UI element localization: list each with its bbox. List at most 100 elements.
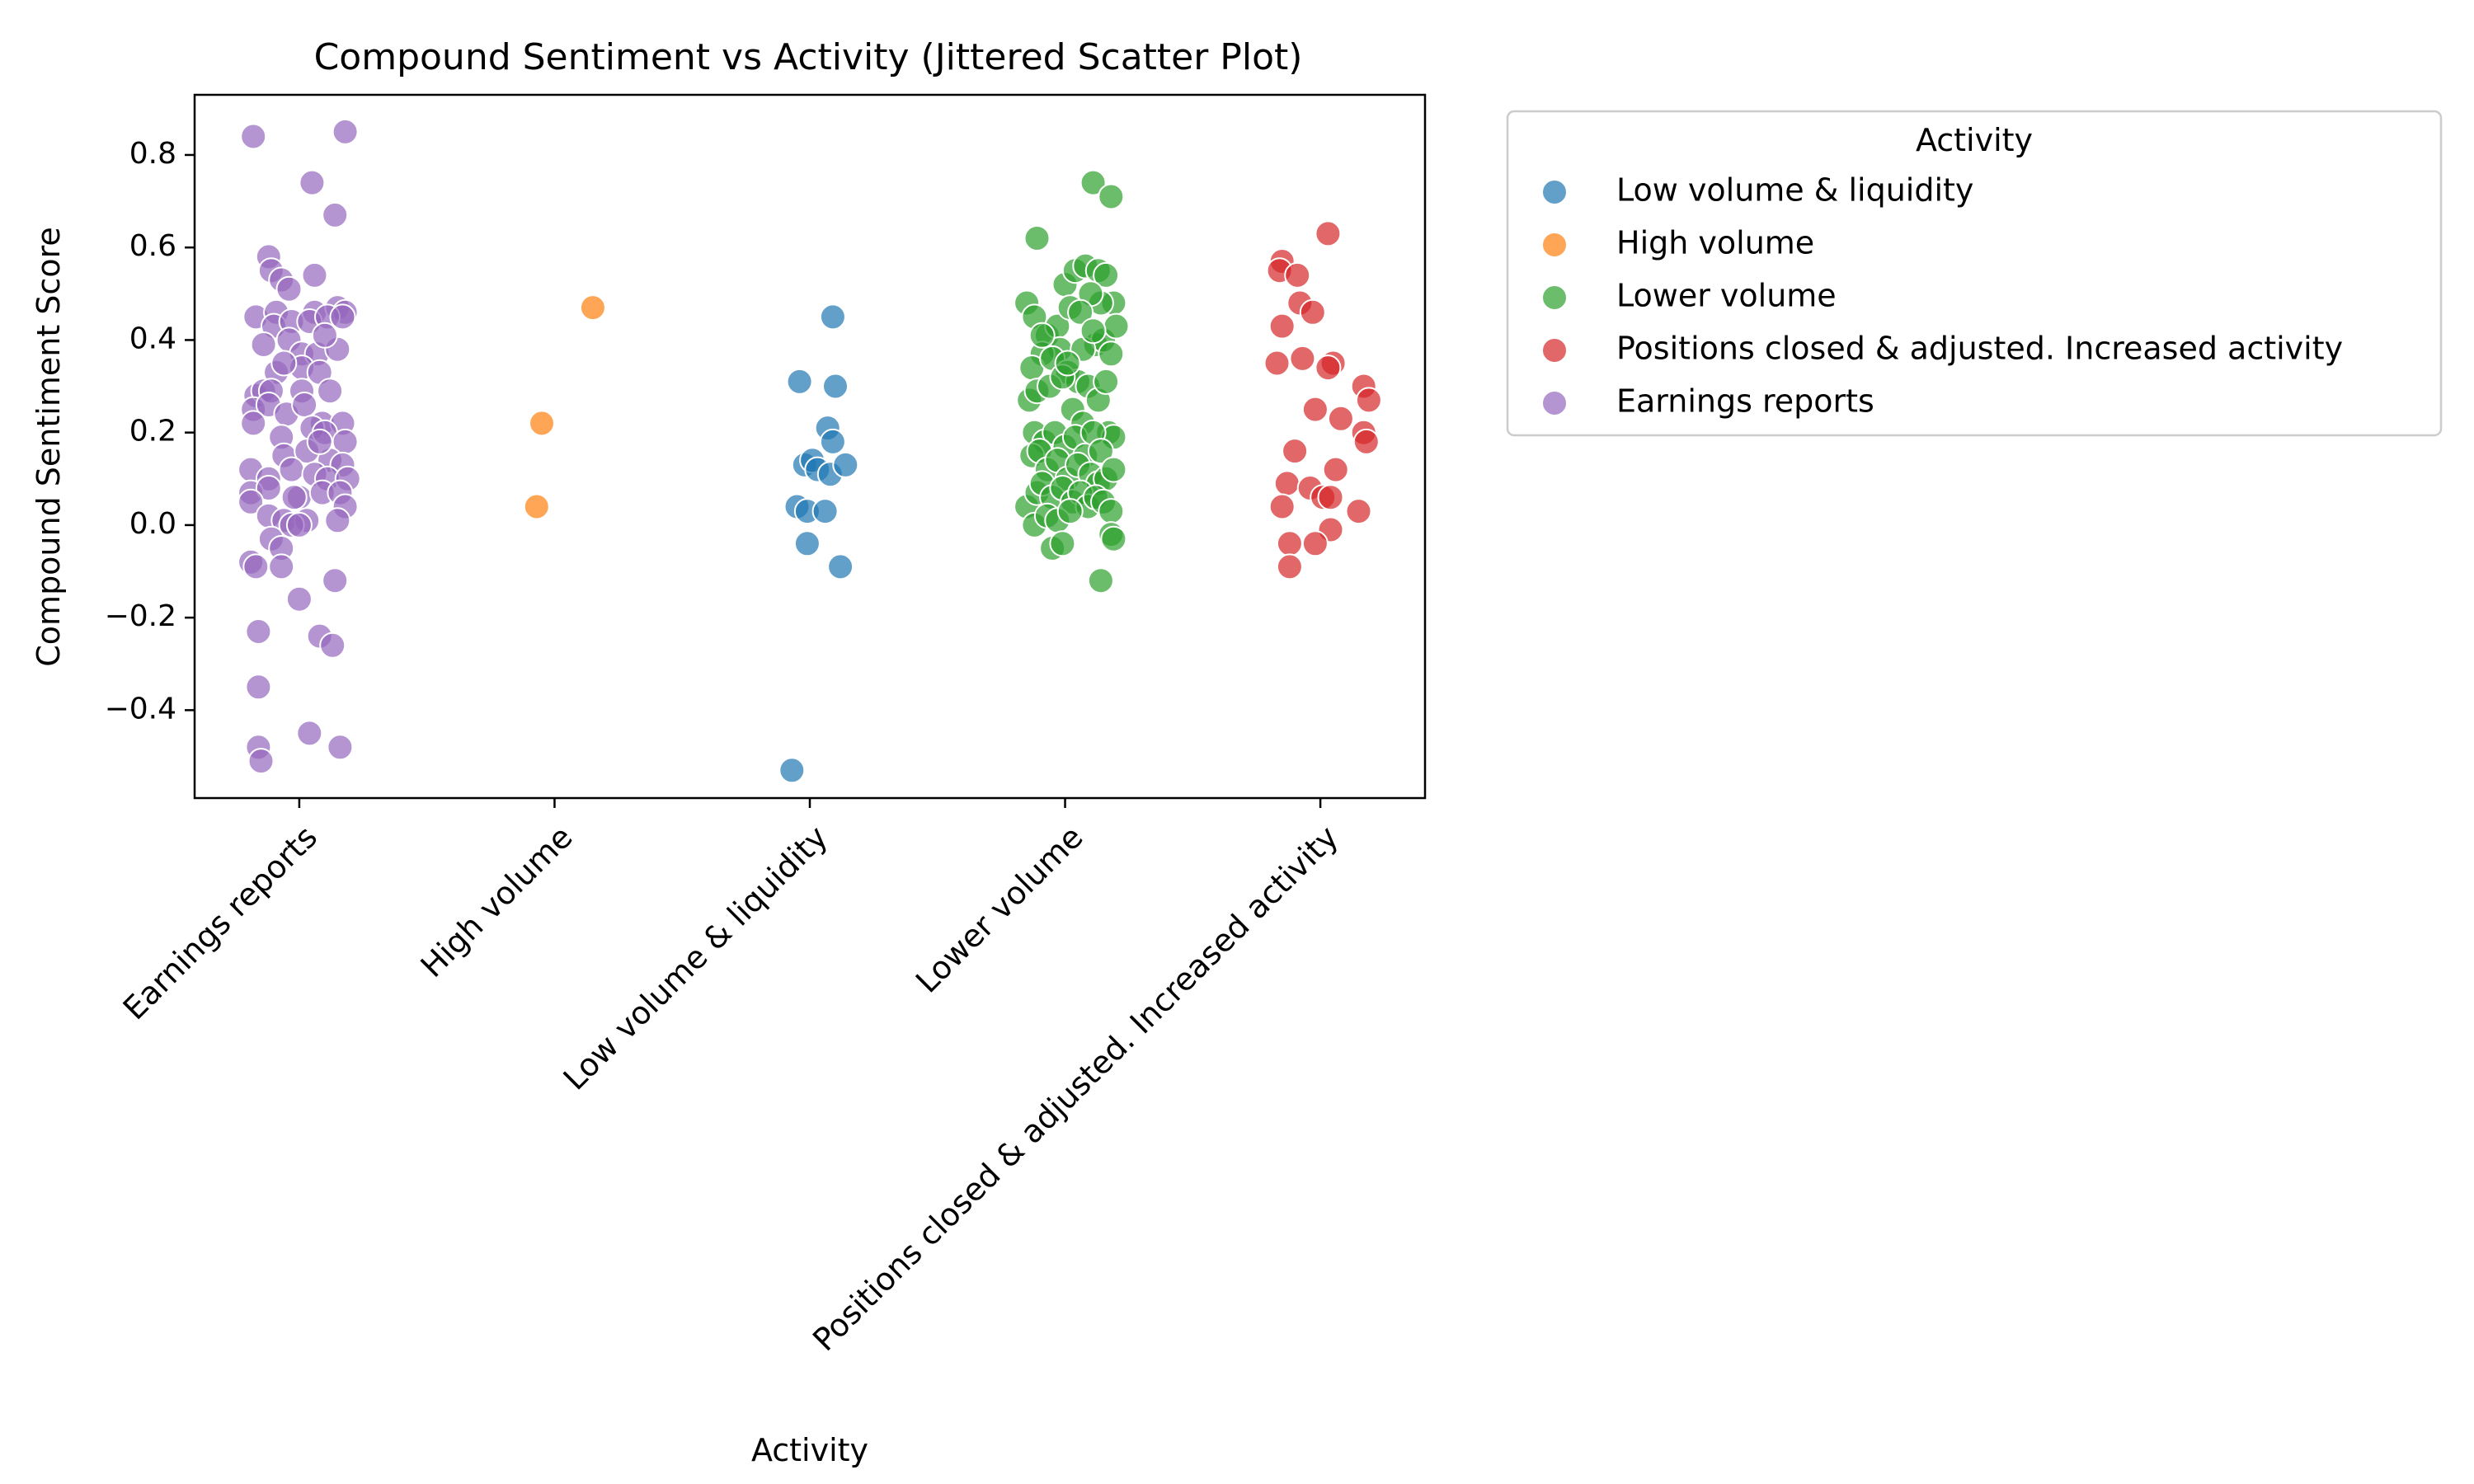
data-point [285,585,313,613]
data-point [247,748,275,775]
data-point [1100,456,1127,483]
data-point [786,368,813,395]
data-point [1315,355,1342,382]
x-axis-label: Activity [751,1432,868,1468]
data-point [1049,530,1076,557]
data-point [778,757,806,784]
chart-title: Compound Sentiment vs Activity (Jittered… [314,36,1303,78]
data-point [285,511,313,538]
data-point [819,303,846,331]
data-point [250,331,277,358]
data-point [1315,220,1342,247]
data-point [245,674,272,701]
data-point [1273,470,1300,497]
data-point [327,734,354,761]
y-tick-label: −0.2 [105,599,176,633]
data-point [240,410,267,437]
data-point [1023,225,1051,251]
data-point [1276,553,1303,580]
data-point [301,261,328,289]
y-axis: −0.4 −0.2 0.0 0.2 0.4 0.6 0.8 [105,137,195,726]
data-point [1355,387,1382,414]
data-point [1087,438,1114,465]
data-point [1268,312,1296,340]
legend-marker [1541,337,1568,364]
data-point [811,498,839,525]
data-point [1268,493,1296,520]
data-point [322,567,349,594]
data-point [832,451,859,478]
data-point [291,392,318,418]
legend-marker [1541,179,1568,205]
data-point [529,410,555,437]
y-tick-label: −0.4 [105,692,176,726]
series-positions-closed-adjusted-increased-activity [1263,220,1382,580]
data-point [1056,498,1084,525]
data-point [275,275,303,303]
data-point [1282,438,1309,465]
data-point [1322,456,1349,483]
data-point [1100,525,1127,552]
plot-area [238,118,1382,784]
data-point [1284,261,1311,289]
data-point [324,507,351,534]
data-point [329,303,356,331]
series-low-volume-liquidity [778,303,859,784]
legend-item-low-volume-liquidity: Low volume & liquidity [1541,172,1973,209]
data-point [1098,340,1125,368]
data-point [245,618,272,645]
series-earnings-reports [238,118,361,775]
data-point [1028,322,1056,349]
data-point [1079,169,1107,196]
data-point [1098,498,1125,525]
data-point [1087,567,1114,594]
legend-marker [1541,284,1568,311]
data-point [1301,396,1329,423]
legend-marker [1541,390,1568,416]
data-point [579,294,606,322]
data-point [1301,530,1329,557]
data-point [1352,428,1380,455]
data-point [819,428,846,455]
series-high-volume [523,294,606,520]
data-point [238,488,265,515]
series-lower-volume [1014,169,1130,594]
y-tick-label: 0.6 [129,229,176,263]
y-tick-label: 0.4 [129,322,176,355]
data-point [827,553,854,580]
data-point [1079,317,1107,345]
data-point [322,201,349,228]
data-point [255,475,282,501]
legend-item-lower-volume: Lower volume [1541,278,1837,314]
legend-title: Activity [1916,122,2033,158]
data-point [242,553,270,580]
data-point [1317,484,1344,511]
legend: Activity Low volume & liquidity High volu… [1506,110,2443,437]
y-tick-label: 0.8 [129,137,176,171]
y-axis-label: Compound Sentiment Score [31,227,67,666]
data-point [1345,498,1372,525]
legend-label: Lower volume [1616,278,1837,314]
data-point [278,456,305,483]
legend-label: Positions closed & adjusted. Increased a… [1616,331,2343,367]
legend-label: High volume [1616,225,1814,261]
data-point [299,169,326,196]
data-point [1263,350,1291,377]
data-point [306,428,333,455]
data-point [268,553,295,580]
data-point [1098,183,1125,210]
legend-label: Earnings reports [1616,383,1874,420]
legend-item-positions-closed-adjusted-increased-activity: Positions closed & adjusted. Increased a… [1541,331,2343,367]
data-point [270,350,298,377]
data-point [822,373,849,400]
data-point [523,493,550,520]
data-point [1054,350,1081,377]
data-point [296,720,323,747]
data-point [1327,405,1354,432]
data-point [1276,530,1303,557]
data-point [1289,345,1316,372]
legend-marker [1541,232,1568,258]
legend-frame [1506,110,2443,437]
y-tick-label: 0.2 [129,415,176,448]
